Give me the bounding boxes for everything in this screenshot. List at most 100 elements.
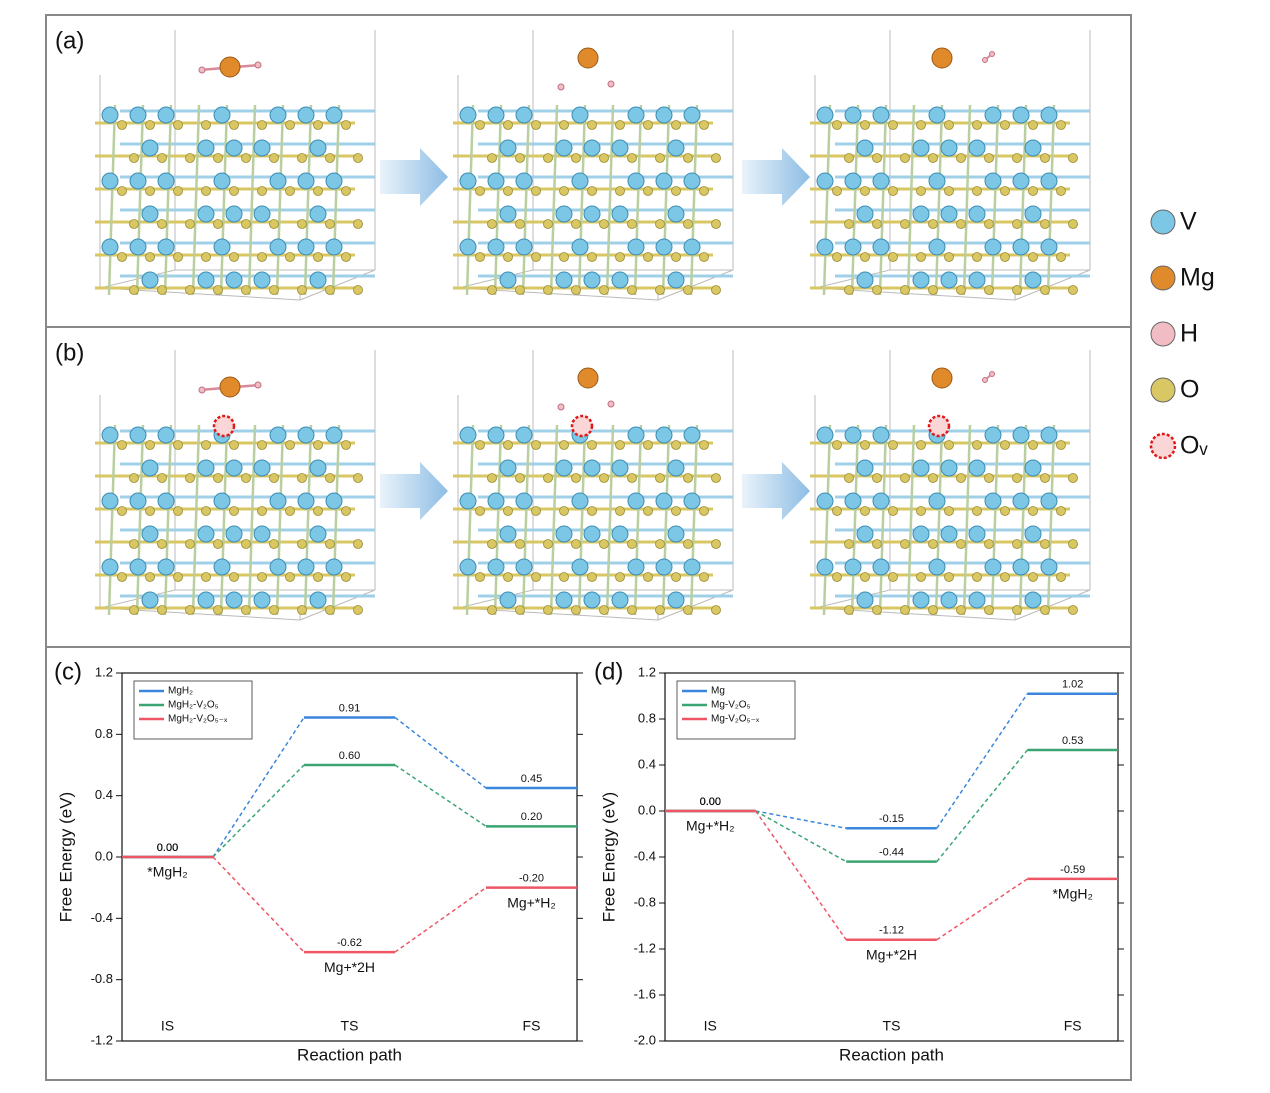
o-atom [487, 539, 497, 549]
o-atom [285, 120, 295, 130]
v-atom [101, 238, 119, 256]
o-atom [1028, 440, 1038, 450]
v-atom [253, 525, 271, 543]
v-atom [667, 271, 685, 289]
bond [962, 104, 972, 296]
category-label: IS [704, 1018, 717, 1034]
v-atom [844, 106, 862, 124]
y-tick-label: 0.0 [95, 848, 113, 863]
connector [755, 810, 847, 863]
y-tick-label: 0.8 [95, 726, 113, 741]
v-atom [555, 459, 573, 477]
panel-label: (c) [54, 658, 82, 685]
bond [219, 424, 229, 616]
value-label: 0.00 [700, 796, 721, 808]
o-atom [503, 120, 513, 130]
v-atom [101, 558, 119, 576]
arrow [380, 462, 448, 520]
state-label: *MgH₂ [147, 864, 187, 880]
bond [689, 424, 699, 616]
o-atom [1040, 605, 1050, 615]
h-atom [607, 400, 615, 408]
v-atom [129, 106, 147, 124]
v-atom [325, 426, 343, 444]
o-atom [1040, 219, 1050, 229]
v-atom [487, 426, 505, 444]
o-atom [145, 440, 155, 450]
v-atom [627, 238, 645, 256]
o-atom [531, 252, 541, 262]
bond [465, 424, 475, 616]
bond [549, 424, 559, 616]
o-atom [984, 539, 994, 549]
o-atom [571, 153, 581, 163]
value-label: 0.91 [339, 702, 360, 714]
v-atom [571, 492, 589, 510]
v-atom [816, 238, 834, 256]
v-atom [611, 205, 629, 223]
o-atom [683, 539, 693, 549]
v-atom [872, 426, 890, 444]
o-atom [872, 153, 882, 163]
v-atom [157, 558, 175, 576]
v-atom [928, 106, 946, 124]
panel-label: (a) [55, 27, 84, 54]
v-atom [309, 525, 327, 543]
o-atom [844, 153, 854, 163]
bond [878, 424, 888, 616]
o-atom [241, 285, 251, 295]
o-atom [531, 120, 541, 130]
v-atom [515, 238, 533, 256]
v-atom [1040, 492, 1058, 510]
crystal-structure [95, 30, 376, 301]
bond [107, 104, 117, 296]
v-atom [213, 238, 231, 256]
v-atom [1040, 172, 1058, 190]
y-tick-label: -1.2 [91, 1032, 113, 1047]
v-atom [515, 172, 533, 190]
bond [1018, 424, 1028, 616]
v-atom [912, 271, 930, 289]
v-atom [225, 271, 243, 289]
v-atom [571, 172, 589, 190]
o-atom [257, 440, 267, 450]
h-atom [607, 80, 615, 88]
v-atom [611, 459, 629, 477]
o-atom [711, 219, 721, 229]
o-atom [173, 186, 183, 196]
o-atom [475, 120, 485, 130]
o-atom [944, 120, 954, 130]
v-atom [325, 106, 343, 124]
o-atom [984, 605, 994, 615]
legend-label: MgH₂-V₂O₅₋ₓ [168, 714, 228, 725]
o-atom [888, 186, 898, 196]
o-atom [587, 120, 597, 130]
o-atom [587, 572, 597, 582]
bond [163, 424, 173, 616]
o-atom [515, 285, 525, 295]
o-atom [353, 219, 363, 229]
v-atom [683, 106, 701, 124]
value-label: -0.20 [519, 873, 544, 885]
o-atom [241, 605, 251, 615]
o-atom [956, 473, 966, 483]
value-label: 0.00 [700, 796, 721, 808]
o-atom [928, 539, 938, 549]
o-atom [257, 252, 267, 262]
y-tick-label: 0.4 [638, 756, 656, 771]
o-atom [1028, 186, 1038, 196]
v-atom [197, 525, 215, 543]
o-atom [297, 219, 307, 229]
o-atom [599, 473, 609, 483]
v-atom [225, 139, 243, 157]
o-atom [229, 440, 239, 450]
v-atom [1040, 106, 1058, 124]
o-atom [313, 440, 323, 450]
o-atom [201, 186, 211, 196]
v-atom [225, 205, 243, 223]
v-atom [872, 172, 890, 190]
v-atom [984, 426, 1002, 444]
v-atom [627, 426, 645, 444]
legend-label: Mg-V₂O₅ [711, 700, 751, 711]
o-atom [655, 285, 665, 295]
